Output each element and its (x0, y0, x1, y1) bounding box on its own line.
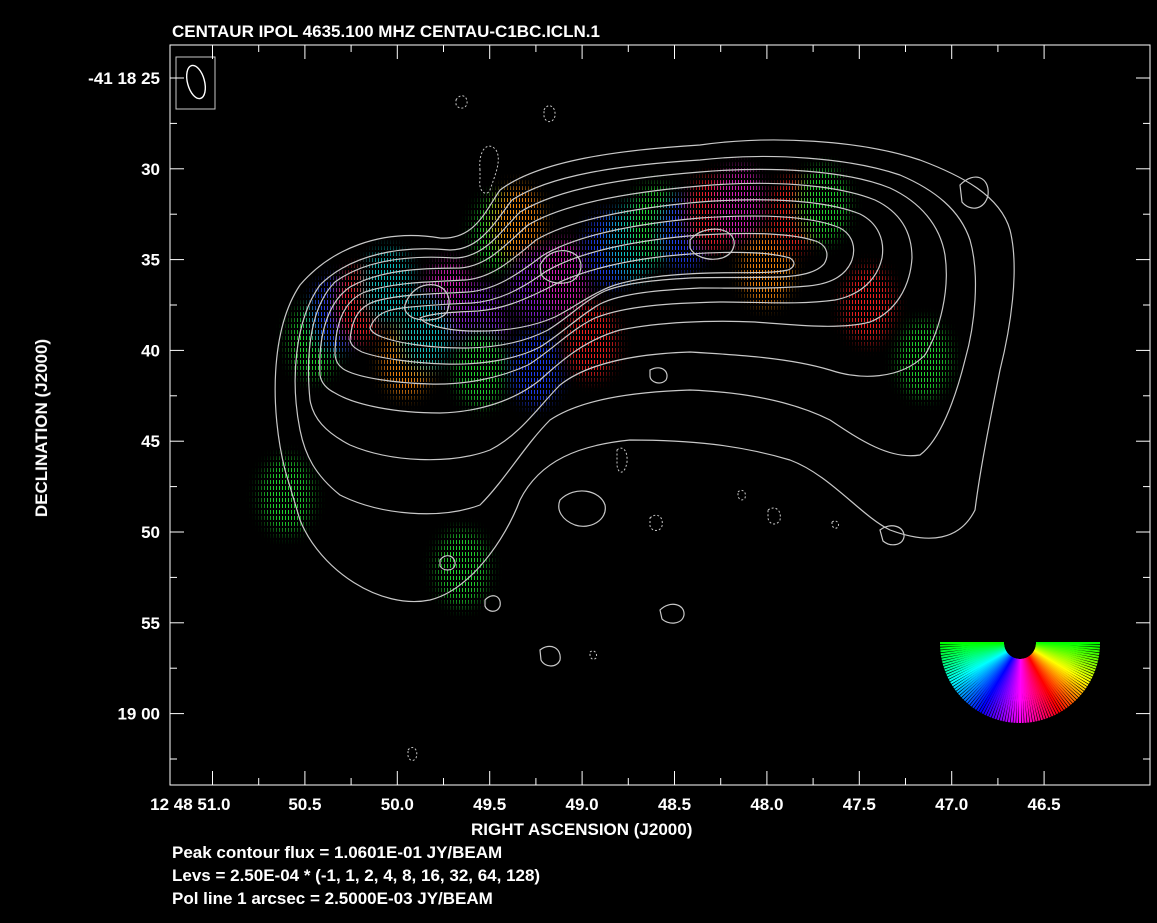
negative-contours (407, 95, 839, 761)
x-tick-label: 46.5 (1028, 795, 1061, 814)
polarization-angle-wheel (940, 642, 1100, 723)
neg-contour-8 (831, 520, 839, 529)
contour-lines (274, 139, 1015, 667)
pol-patch-27 (435, 530, 488, 607)
x-tick-label: 48.5 (658, 795, 691, 814)
contour-10 (539, 250, 582, 284)
footer-pol-line: Pol line 1 arcsec = 2.5000E-03 JY/BEAM (172, 889, 493, 908)
y-tick-label: 50 (141, 523, 160, 542)
footer-levels: Levs = 2.50E-04 * (-1, 1, 2, 4, 8, 16, 3… (172, 866, 541, 885)
contour-4 (319, 182, 913, 414)
contour-18 (649, 367, 668, 384)
pol-patch-10 (491, 185, 544, 262)
y-tick-label: 19 00 (117, 705, 160, 724)
contour-outer (274, 139, 1015, 602)
neg-contour-2 (479, 145, 499, 194)
contour-6 (349, 215, 855, 365)
pol-patch-20 (713, 167, 766, 244)
contour-16 (439, 555, 456, 571)
plot-frame (169, 44, 1151, 786)
pol-patch-13 (537, 239, 590, 316)
y-tick-label: 45 (141, 432, 160, 451)
neg-contour-5 (649, 514, 663, 531)
contour-8 (419, 251, 795, 332)
contour-14 (484, 595, 501, 612)
y-tick-label: 30 (141, 160, 160, 179)
neg-contour-3 (543, 105, 556, 123)
contour-15 (659, 603, 685, 624)
x-tick-label: 49.0 (566, 795, 599, 814)
neg-contour-10 (407, 747, 418, 761)
contour-19 (539, 645, 561, 667)
tick-labels: 12 48 51.0 50.5 50.0 49.5 49.0 48.5 48.0 47.5 47… (88, 69, 1060, 814)
pol-patch-26 (260, 457, 313, 534)
neg-contour-7 (737, 489, 746, 501)
y-tick-label: 55 (141, 614, 160, 633)
contour-9 (404, 284, 450, 321)
contour-17 (879, 525, 905, 546)
chart-title: CENTAUR IPOL 4635.100 MHZ CENTAU-C1BC.IC… (172, 22, 600, 41)
beam-ellipse (185, 64, 207, 100)
contour-13 (558, 490, 606, 527)
beam-box (175, 56, 216, 110)
contour-3 (307, 168, 947, 461)
y-tick-label: -41 18 25 (88, 69, 160, 88)
y-tick-label: 35 (141, 251, 160, 270)
footer-peak-flux: Peak contour flux = 1.0601E-01 JY/BEAM (172, 843, 503, 862)
neg-contour-4 (616, 447, 628, 473)
x-tick-label: 49.5 (473, 795, 506, 814)
pol-patch-24 (842, 267, 895, 343)
x-tick-label: 47.5 (843, 795, 876, 814)
pol-patch-23 (796, 167, 849, 244)
contour-5 (334, 199, 884, 385)
contour-2 (294, 155, 977, 515)
beam (175, 56, 216, 110)
neg-contour-6 (767, 507, 781, 525)
x-axis-label: RIGHT ASCENSION (J2000) (471, 820, 693, 839)
contour-12 (959, 176, 989, 209)
pol-patch-8 (454, 330, 507, 407)
contour-11 (689, 228, 735, 260)
x-tick-label: 47.0 (935, 795, 968, 814)
y-tick-label: 40 (141, 341, 160, 360)
neg-contour-1 (455, 95, 468, 109)
x-tick-label: 48.0 (750, 795, 783, 814)
neg-contour-9 (589, 650, 597, 660)
axes-frame (169, 44, 1151, 786)
x-tick-label: 50.5 (288, 795, 321, 814)
x-tick-label: 12 48 51.0 (150, 795, 230, 814)
y-axis-label: DECLINATION (J2000) (32, 338, 51, 518)
x-tick-label: 50.0 (381, 795, 414, 814)
contour-7 (369, 232, 828, 349)
pol-patch-25 (897, 321, 950, 398)
